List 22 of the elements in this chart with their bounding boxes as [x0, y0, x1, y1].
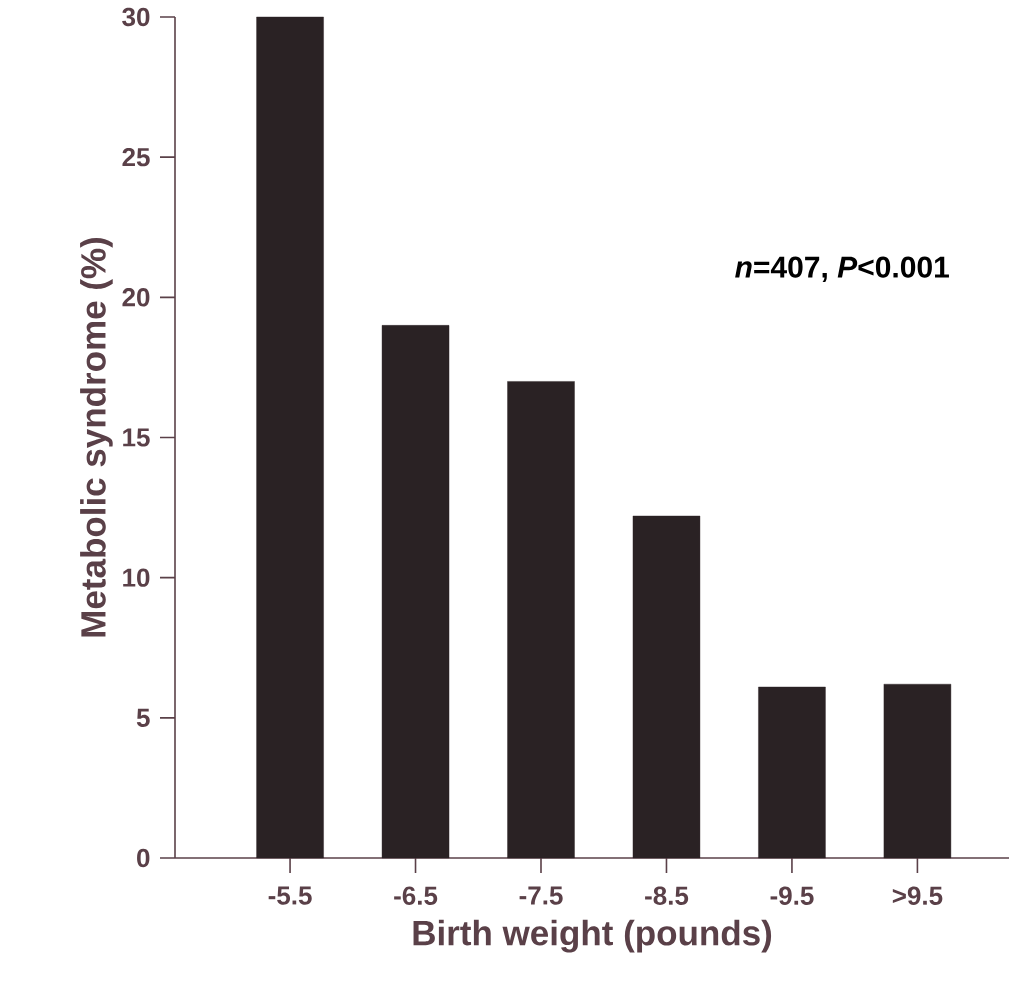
- x-tick-label: -9.5: [770, 886, 814, 905]
- x-tick-label: -5.5: [268, 886, 312, 905]
- bar: [381, 325, 450, 859]
- x-axis-title: Birth weight (pounds): [413, 919, 772, 953]
- bar: [632, 515, 701, 859]
- y-tick-label: 15: [123, 428, 150, 447]
- annotation: n=407, P<0.001: [735, 256, 949, 283]
- x-tick-label: >9.5: [892, 886, 943, 905]
- bar: [883, 683, 952, 859]
- y-tick-label: 25: [122, 147, 150, 167]
- x-tick-label: -8.5: [645, 886, 689, 905]
- y-tick-label: 10: [123, 568, 150, 587]
- y-tick-label: 5: [136, 708, 150, 727]
- bar: [256, 16, 324, 859]
- bar: [758, 686, 826, 859]
- x-tick-label: -7.5: [519, 886, 563, 905]
- y-tick-label: 0: [137, 848, 150, 868]
- y-axis-title: Metabolic syndrome (%): [80, 238, 113, 637]
- bar: [507, 381, 575, 859]
- x-tick-label: -6.5: [394, 886, 438, 905]
- y-tick-label: 30: [122, 7, 150, 27]
- y-tick-label: 20: [122, 288, 150, 307]
